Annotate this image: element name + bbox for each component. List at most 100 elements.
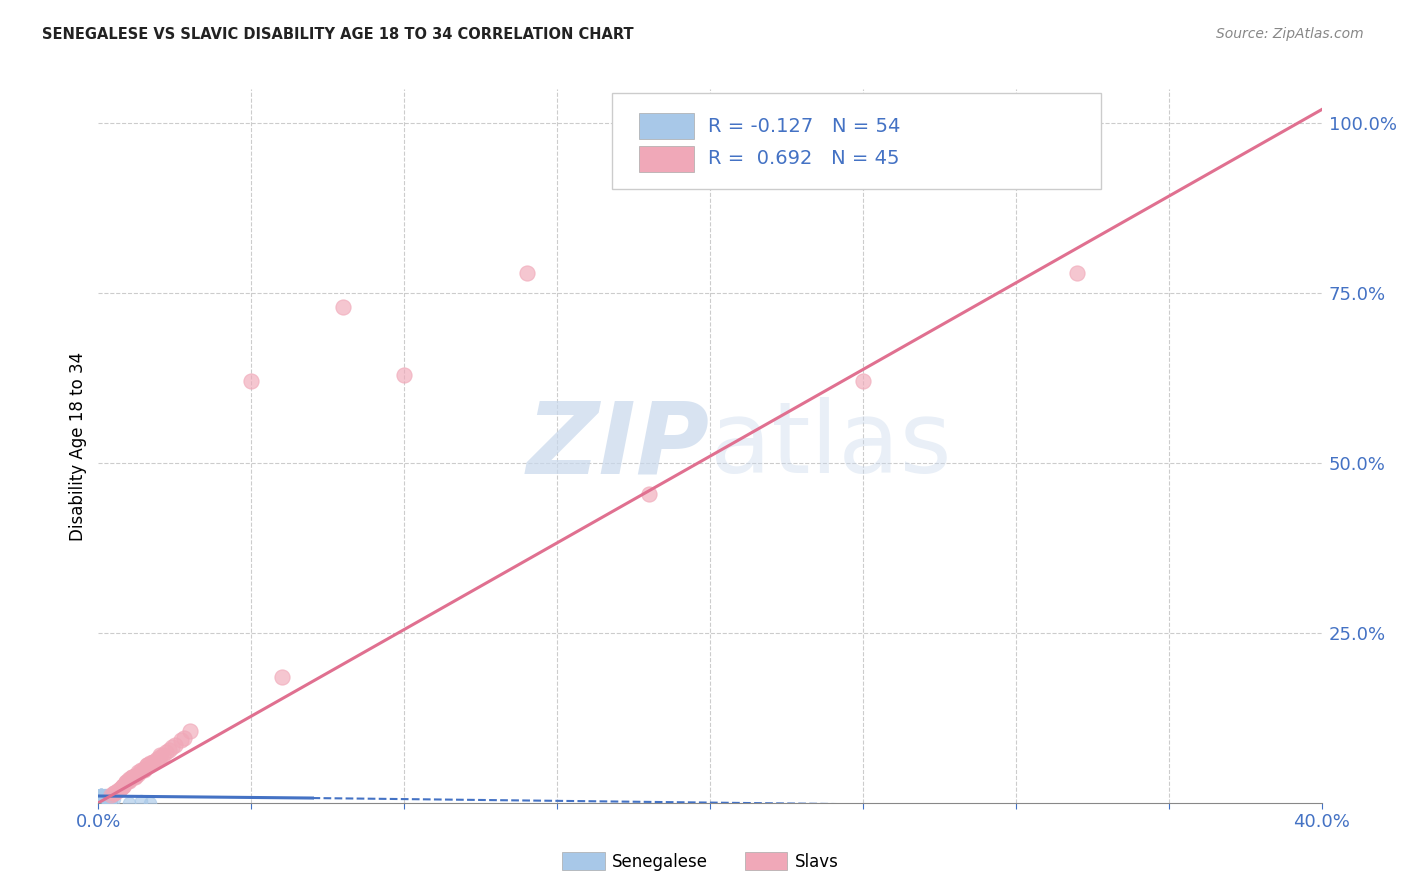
Point [100,791,122,805]
Point [332,300,354,314]
Point [90,789,112,803]
Point [97,790,120,805]
Point [97,790,120,805]
Point [111,779,134,793]
Point [124,770,146,784]
Text: R = -0.127   N = 54: R = -0.127 N = 54 [707,117,900,136]
Point [103,786,125,800]
Point [97,790,120,805]
Point [105,783,128,797]
Point [97,791,120,805]
Point [93,789,115,804]
Point [1066,266,1088,280]
Point [124,769,146,783]
Point [93,789,115,804]
Point [149,748,172,763]
Point [93,789,115,803]
Point [100,791,122,805]
Point [118,796,141,810]
Point [93,789,115,803]
Point [90,788,112,802]
Point [392,368,416,382]
Point [100,788,122,802]
Point [93,790,115,805]
Text: atlas: atlas [710,398,952,494]
Point [97,791,120,805]
Point [637,486,661,500]
Point [142,755,165,769]
Point [136,758,159,772]
Point [93,789,115,804]
Point [155,745,177,759]
Point [97,791,120,805]
Point [139,756,162,771]
Text: Source: ZipAtlas.com: Source: ZipAtlas.com [1216,27,1364,41]
Point [93,789,115,803]
Point [115,775,138,789]
Point [157,743,180,757]
Point [103,792,125,806]
Point [93,789,115,803]
Point [145,751,167,765]
Point [124,769,146,783]
Point [129,794,152,808]
Point [93,789,115,803]
FancyBboxPatch shape [612,93,1101,189]
Point [90,788,112,802]
Text: R =  0.692   N = 45: R = 0.692 N = 45 [707,150,898,169]
Point [93,789,115,803]
Point [118,773,141,788]
Point [93,789,115,803]
Point [90,789,112,803]
Point [90,789,112,803]
Point [90,788,112,802]
Point [93,789,115,804]
Text: Senegalese: Senegalese [612,853,707,871]
Point [121,770,143,784]
Text: ZIP: ZIP [527,398,710,494]
Point [111,779,134,793]
Point [149,749,172,764]
Point [97,791,120,805]
Point [136,758,159,772]
Point [90,789,112,803]
Point [97,791,120,805]
Point [97,791,120,805]
Point [163,738,186,752]
Point [142,755,165,769]
Point [115,775,138,789]
Point [139,796,162,810]
Bar [640,146,695,172]
Point [118,774,141,789]
Point [134,762,156,776]
Y-axis label: Disability Age 18 to 34: Disability Age 18 to 34 [69,351,87,541]
Point [93,789,115,804]
Point [93,789,115,803]
Point [97,791,120,805]
Text: Slavs: Slavs [794,853,838,871]
Point [93,789,115,804]
Point [270,670,292,684]
Bar [640,113,695,139]
Point [129,763,152,777]
Point [97,790,120,805]
Point [170,733,193,747]
Point [516,266,538,280]
Point [93,789,115,804]
Point [111,779,134,793]
Point [852,375,875,389]
Point [173,731,195,746]
Point [93,789,115,804]
Point [90,789,112,803]
Point [93,790,115,805]
Point [93,790,115,805]
Point [97,790,120,805]
Point [97,791,120,805]
Point [179,724,201,739]
Point [121,770,143,784]
Point [160,740,183,755]
Point [103,786,125,800]
Point [134,762,156,776]
Point [118,772,141,786]
Text: SENEGALESE VS SLAVIC DISABILITY AGE 18 TO 34 CORRELATION CHART: SENEGALESE VS SLAVIC DISABILITY AGE 18 T… [42,27,634,42]
